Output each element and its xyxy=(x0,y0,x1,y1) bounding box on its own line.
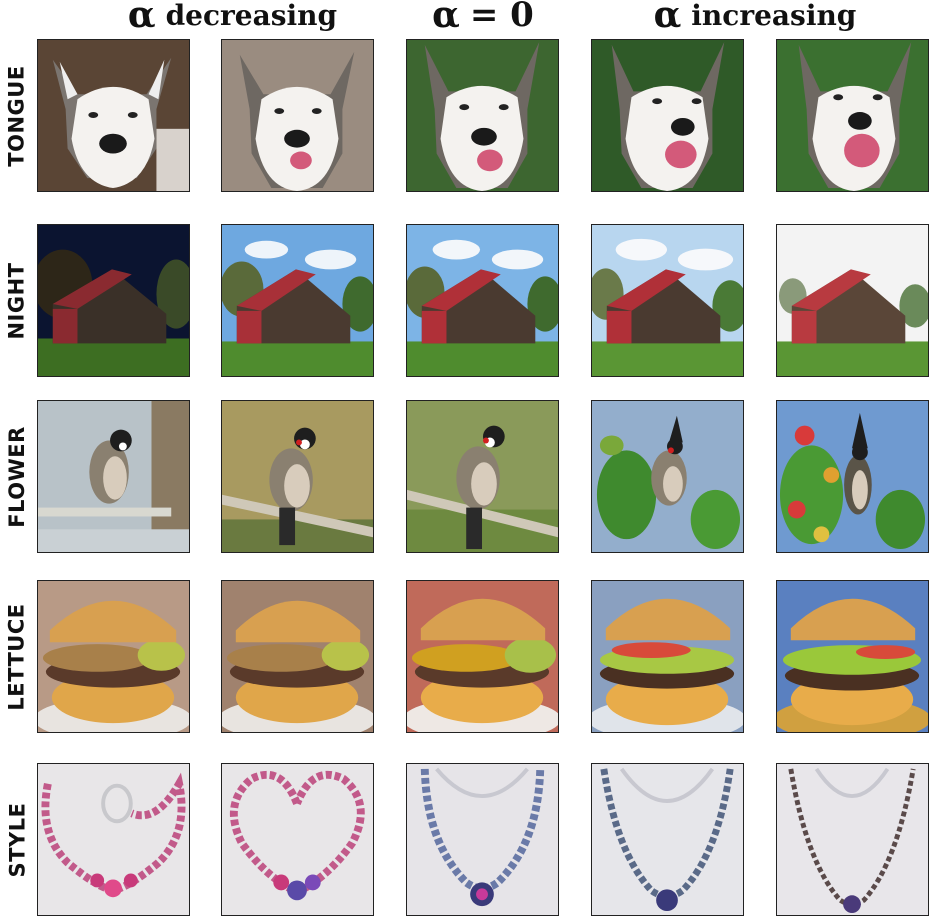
row-label-night: NIGHT xyxy=(5,261,29,340)
header-alpha-increasing: α increasing xyxy=(615,0,895,34)
image-style-4 xyxy=(591,763,744,916)
image-style-2 xyxy=(221,763,374,916)
image-night-2 xyxy=(221,224,374,377)
row-label-lettuce: LETTUCE xyxy=(5,602,30,711)
image-tongue-2 xyxy=(221,39,374,192)
image-night-4 xyxy=(591,224,744,377)
image-lettuce-1 xyxy=(37,580,190,733)
image-tongue-5 xyxy=(776,39,929,192)
image-tongue-1 xyxy=(37,39,190,192)
header-text: increasing xyxy=(691,0,857,32)
alpha-symbol: α xyxy=(432,0,460,36)
header-text: decreasing xyxy=(165,0,338,32)
row-label-tongue: TONGUE xyxy=(5,64,30,167)
image-flower-2 xyxy=(221,400,374,553)
image-lettuce-3 xyxy=(406,580,559,733)
header-alpha-zero: α = 0 xyxy=(400,0,566,36)
image-night-1 xyxy=(37,224,190,377)
image-night-5 xyxy=(776,224,929,377)
image-lettuce-5 xyxy=(776,580,929,733)
image-style-5 xyxy=(776,763,929,916)
row-label-style: STYLE xyxy=(5,802,30,877)
image-flower-4 xyxy=(591,400,744,553)
image-flower-5 xyxy=(776,400,929,553)
image-flower-1 xyxy=(37,400,190,553)
image-lettuce-2 xyxy=(221,580,374,733)
alpha-symbol: α xyxy=(653,0,682,36)
image-style-3 xyxy=(406,763,559,916)
image-tongue-4 xyxy=(591,39,744,192)
image-night-3 xyxy=(406,224,559,377)
image-style-1 xyxy=(37,763,190,916)
row-label-flower: FLOWER xyxy=(5,425,30,528)
image-lettuce-4 xyxy=(591,580,744,733)
header-alpha-decreasing: α decreasing xyxy=(95,0,370,34)
image-flower-3 xyxy=(406,400,559,553)
header-text: = 0 xyxy=(469,0,534,35)
alpha-symbol: α xyxy=(127,0,156,36)
image-tongue-3 xyxy=(406,39,559,192)
